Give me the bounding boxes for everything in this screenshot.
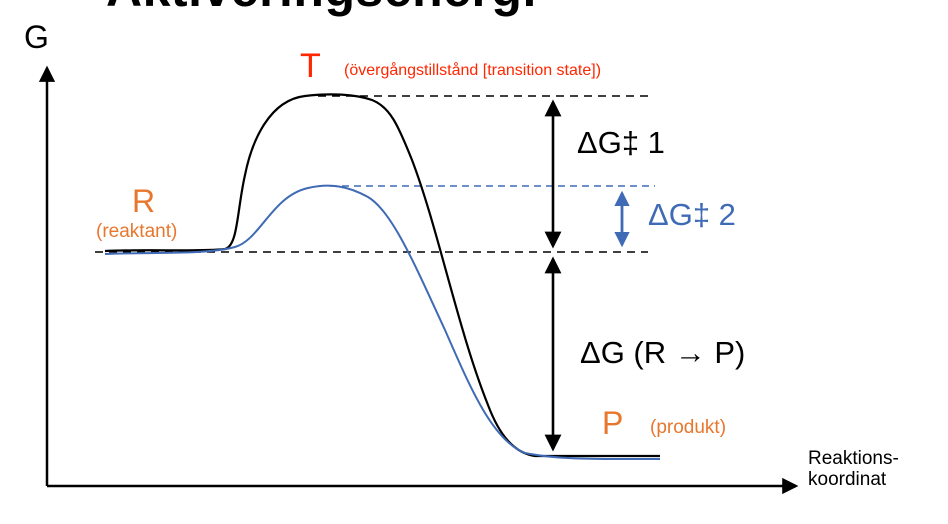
activation-energy-2-label: ΔG‡ 2: [648, 197, 736, 232]
reaction-free-energy-label: ΔG (R → P): [580, 335, 746, 370]
product-symbol: P: [602, 405, 624, 441]
y-axis-label: G: [24, 19, 49, 55]
reactant-symbol: R: [132, 183, 156, 219]
catalyzed-energy-curve: [104, 184, 661, 461]
x-axis-label-line1: Reaktions-: [808, 448, 899, 469]
slide-title: Aktiveringsenergi: [106, 0, 537, 17]
transition-state-symbol: T: [300, 47, 321, 85]
transition-state-description: (övergångstillstånd [transition state]): [344, 62, 602, 79]
uncatalyzed-energy-curve: [104, 93, 660, 458]
x-axis-label: Reaktions- koordinat: [808, 448, 938, 491]
x-axis-label-line2: koordinat: [808, 468, 887, 490]
activation-energy-1-label: ΔG‡ 1: [577, 125, 665, 160]
reactant-description: (reaktant): [96, 221, 178, 242]
product-description: (produkt): [650, 417, 727, 438]
